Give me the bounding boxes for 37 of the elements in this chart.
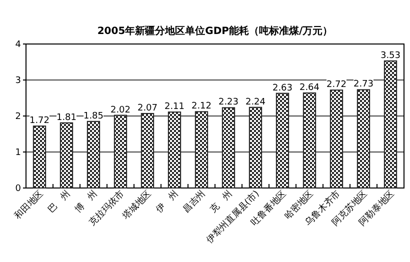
y-tick-label: 0 — [15, 184, 22, 194]
data-label: 2.02 — [110, 105, 131, 116]
y-tick-label: 1 — [15, 148, 21, 158]
data-label: 2.11 — [164, 102, 185, 112]
chart-title: 2005年新疆分地区单位GDP能耗（吨标准煤/万元） — [97, 25, 333, 37]
data-label: 2.63 — [272, 83, 293, 94]
bar — [302, 92, 316, 188]
data-label: 2.23 — [218, 98, 239, 108]
data-label: 2.24 — [245, 97, 266, 108]
bar — [32, 126, 46, 188]
bar — [222, 107, 236, 188]
bar — [140, 112, 154, 188]
x-tick-label: 伊 州 — [154, 188, 181, 216]
data-label: 1.81 — [56, 112, 77, 123]
bar — [168, 112, 182, 188]
data-label: 1.85 — [83, 111, 104, 122]
y-tick-label: 3 — [15, 76, 21, 86]
bar — [356, 89, 370, 188]
bar — [114, 114, 128, 188]
bar — [194, 111, 208, 188]
bar — [86, 120, 100, 188]
bar — [276, 92, 290, 188]
data-label: 2.73 — [353, 80, 374, 90]
data-label: 2.07 — [137, 103, 158, 114]
x-tick-label: 昌吉州 — [180, 188, 208, 216]
data-label: 1.72 — [29, 116, 50, 126]
data-label: 2.64 — [299, 82, 320, 93]
data-label: 2.72 — [326, 80, 347, 90]
bar — [330, 90, 344, 188]
x-tick-label: 巴 州 — [46, 188, 73, 216]
bar — [384, 60, 398, 188]
bar — [60, 122, 74, 188]
data-label: 3.53 — [380, 50, 401, 61]
y-tick-label: 2 — [15, 112, 21, 122]
data-label: 2.12 — [191, 102, 212, 112]
bar — [248, 106, 262, 188]
y-tick-label: 4 — [15, 40, 22, 50]
